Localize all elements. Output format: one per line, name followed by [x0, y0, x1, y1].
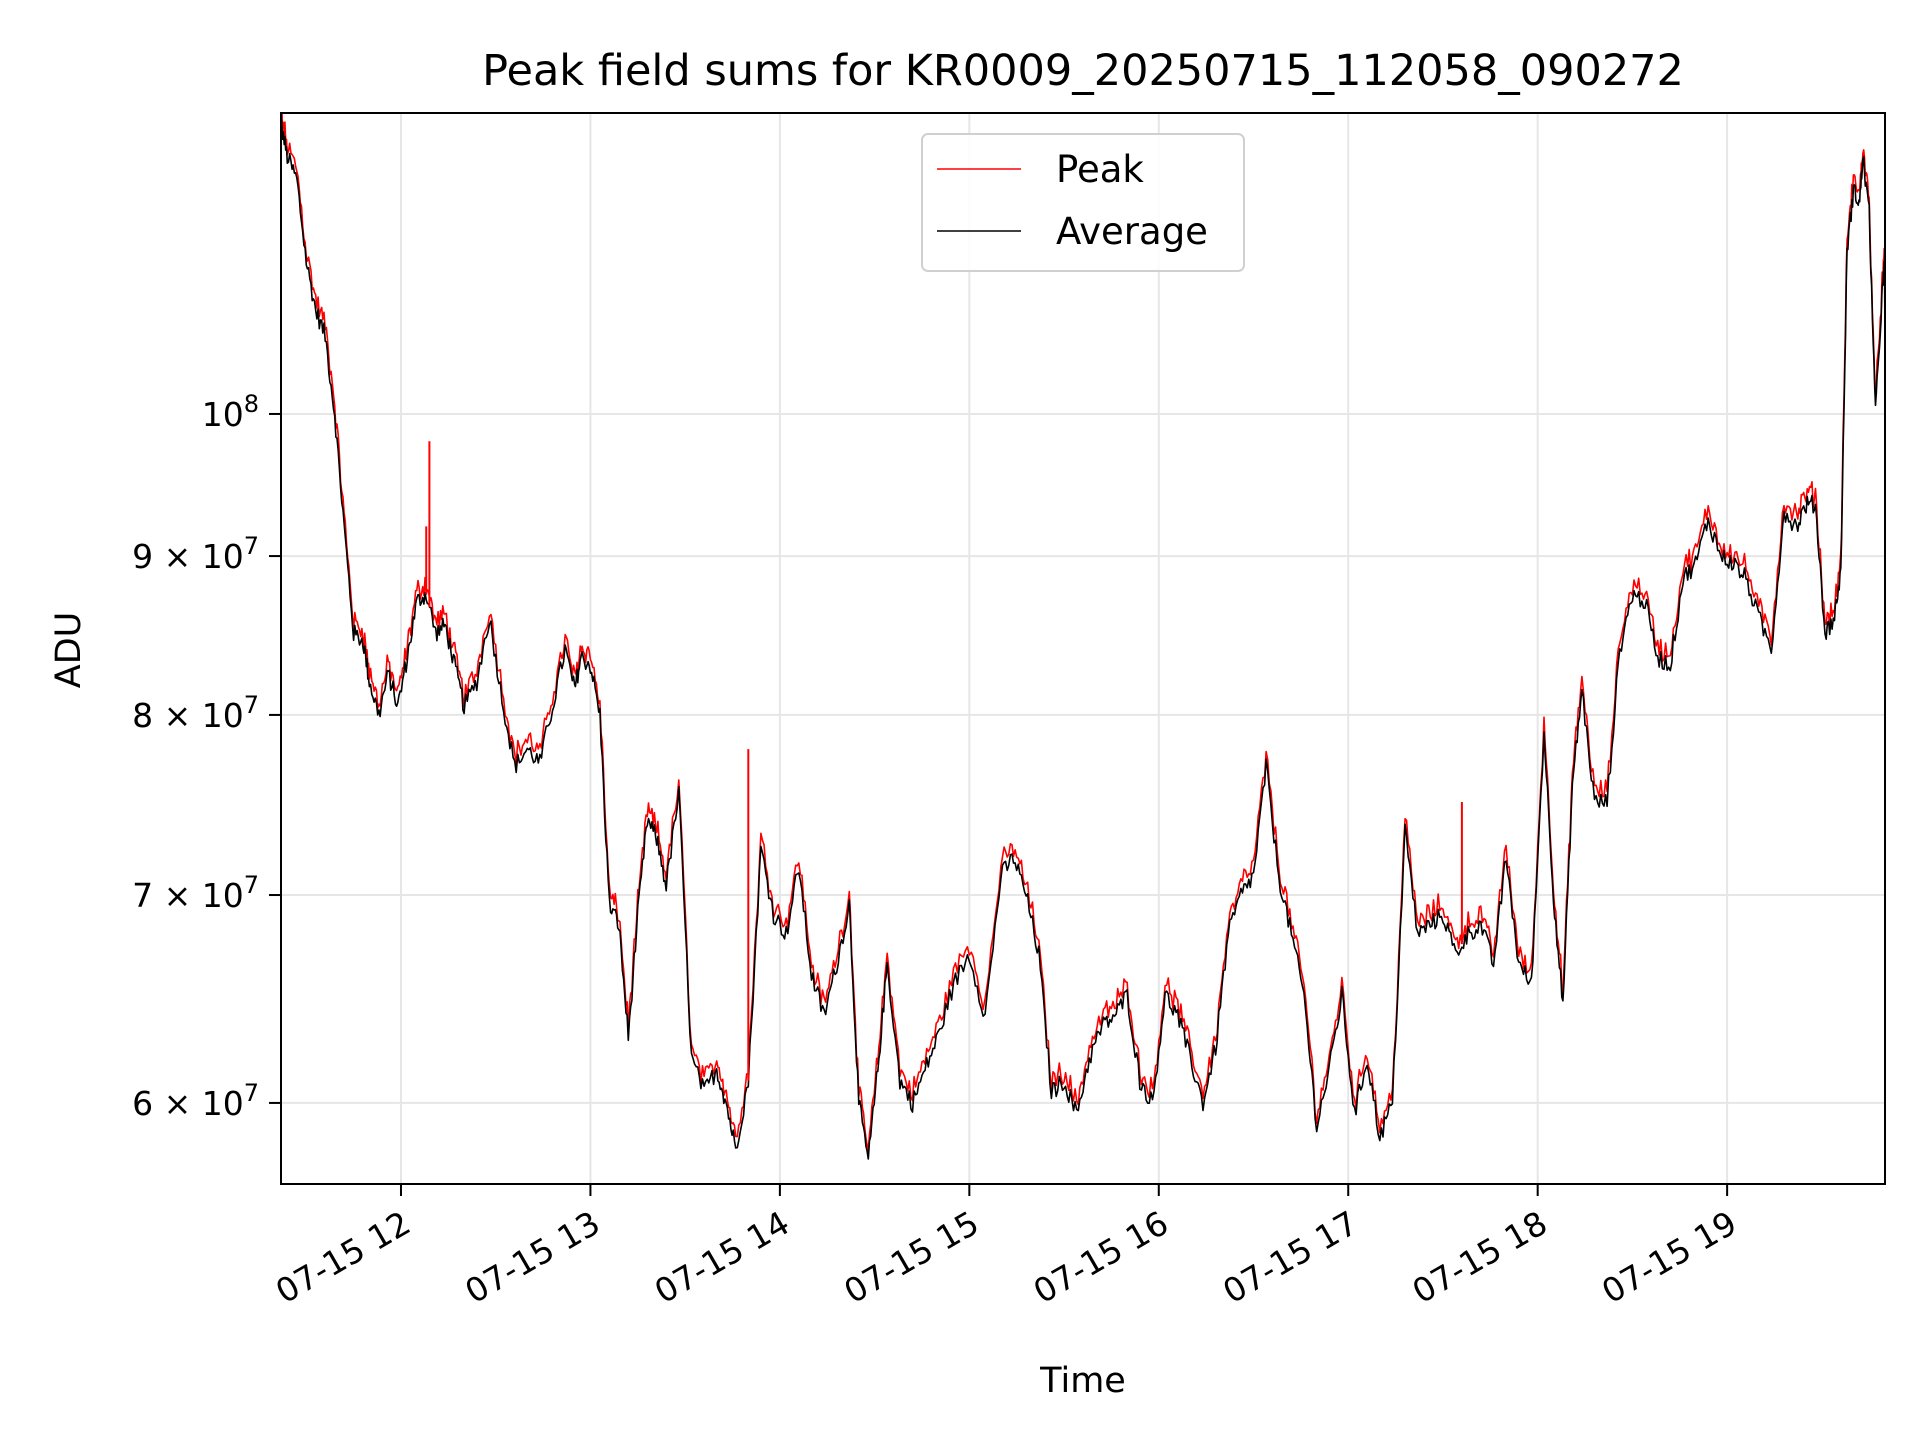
chart-title: Peak field sums for KR0009_20250715_1120… [482, 46, 1684, 96]
plot-lines [281, 113, 1885, 1160]
series-line-average [281, 120, 1885, 1160]
grid [281, 113, 1885, 1184]
y-axis: 6 × 107 7 × 107 8 × 107 9 × 107 108 [132, 390, 281, 1123]
y-tick-label: 9 × 107 [132, 532, 259, 576]
plot-frame [280, 112, 1886, 1185]
legend: Peak Average [921, 133, 1245, 272]
y-axis-label: ADU [49, 612, 89, 689]
legend-label-peak: Peak [1056, 148, 1144, 191]
y-tick-label: 108 [202, 390, 259, 434]
legend-label-average: Average [1056, 210, 1208, 253]
y-tick-label: 7 × 107 [132, 871, 259, 915]
y-tick-label: 6 × 107 [132, 1079, 259, 1123]
x-axis-label: Time [1039, 1361, 1126, 1401]
y-tick-label: 8 × 107 [132, 691, 259, 735]
